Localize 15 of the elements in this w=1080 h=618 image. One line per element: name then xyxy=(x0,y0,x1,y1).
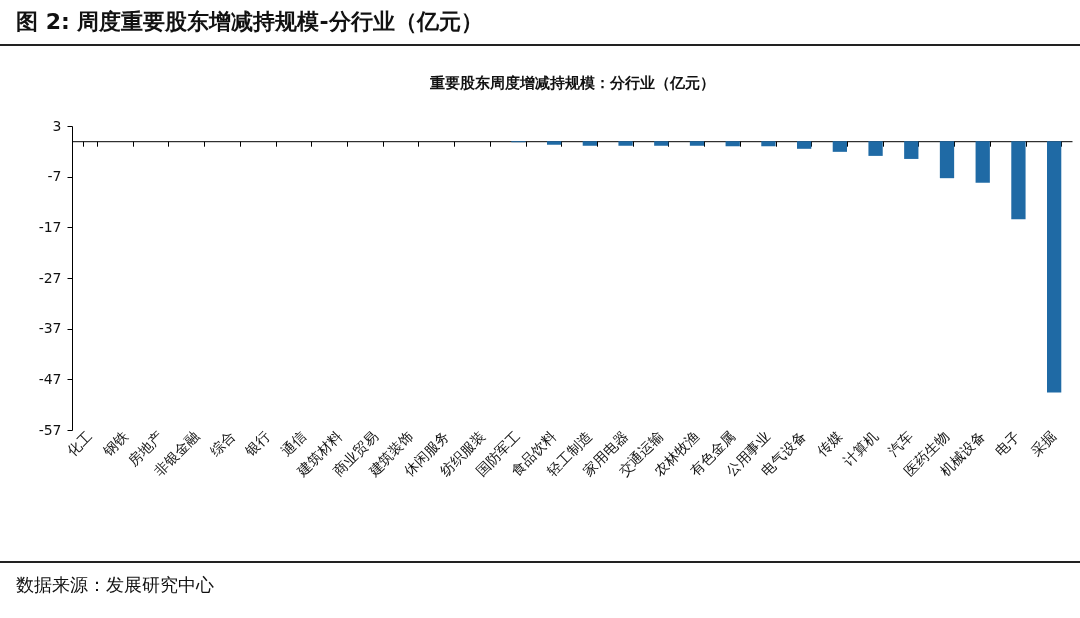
chart-subtitle: 重要股东周度增减持规模：分行业（亿元） xyxy=(428,74,715,92)
y-tick-label: -47 xyxy=(38,370,62,387)
y-tick-label: 3 xyxy=(52,117,62,134)
x-tick-label: 化工 xyxy=(63,428,95,460)
chart-title: 图 2: 周度重要股东增减持规模-分行业（亿元） xyxy=(0,0,1080,46)
x-tick-label: 综合 xyxy=(206,428,238,460)
y-tick-label: -27 xyxy=(38,269,62,286)
x-tick-label: 采掘 xyxy=(1027,428,1060,460)
y-tick-label: -57 xyxy=(38,421,62,438)
x-tick-label: 电子 xyxy=(992,428,1024,460)
y-tick-label: -37 xyxy=(38,320,62,337)
x-tick-label: 银行 xyxy=(241,428,274,460)
y-tick-label: -7 xyxy=(47,168,62,185)
y-tick-label: -17 xyxy=(38,218,62,235)
source-note: 数据来源：发展研究中心 xyxy=(0,561,1080,597)
